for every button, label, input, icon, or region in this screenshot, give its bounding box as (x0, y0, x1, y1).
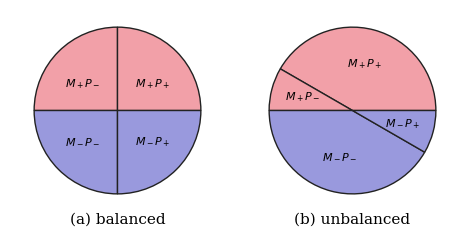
Text: $M_+P_-$: $M_+P_-$ (65, 77, 100, 91)
Text: $M_+P_+$: $M_+P_+$ (135, 77, 170, 91)
Text: $M_+P_+$: $M_+P_+$ (347, 57, 383, 71)
Text: $M_-P_+$: $M_-P_+$ (385, 117, 420, 131)
Text: (a) balanced: (a) balanced (70, 212, 165, 226)
Text: (b) unbalanced: (b) unbalanced (294, 212, 411, 226)
Wedge shape (269, 69, 352, 111)
Text: $M_+P_-$: $M_+P_-$ (285, 90, 320, 104)
Text: $M_-P_+$: $M_-P_+$ (135, 135, 170, 149)
Text: $M_-P_-$: $M_-P_-$ (65, 137, 100, 147)
Wedge shape (269, 111, 425, 194)
Wedge shape (34, 111, 118, 194)
Text: $M_-P_-$: $M_-P_-$ (322, 152, 358, 162)
Wedge shape (280, 27, 436, 111)
Wedge shape (34, 27, 118, 111)
Wedge shape (118, 27, 201, 111)
Wedge shape (118, 111, 201, 194)
Wedge shape (352, 111, 436, 152)
